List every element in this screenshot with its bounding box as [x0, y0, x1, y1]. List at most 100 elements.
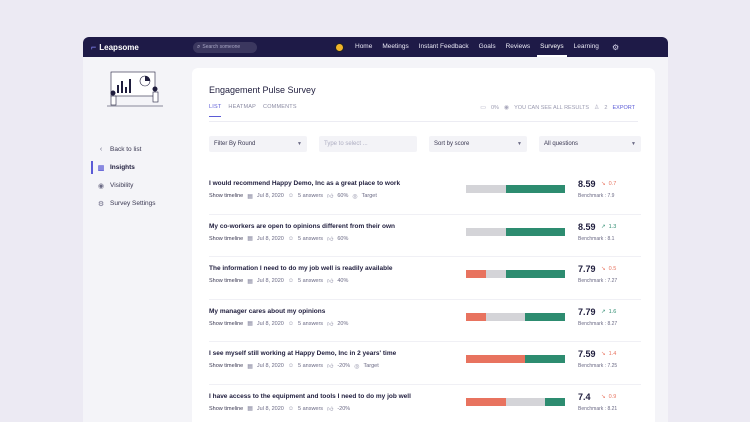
- score-delta: ↘ 0.7: [601, 181, 616, 187]
- nav-home[interactable]: Home: [355, 43, 373, 50]
- survey-date: Jul 8, 2020: [256, 320, 284, 327]
- sidebar-item-back[interactable]: ‹ Back to list: [91, 143, 156, 156]
- question-row[interactable]: I have access to the equipment and tools…: [209, 385, 641, 422]
- nav-learning[interactable]: Learning: [573, 43, 599, 50]
- distribution-bar: [466, 227, 565, 236]
- logo[interactable]: ⌐ Leapsome: [91, 42, 193, 52]
- side-menu: ‹ Back to list ▥ Insights ◉ Visibility ⚙…: [91, 143, 156, 215]
- tab-heatmap[interactable]: HEATMAP: [228, 104, 257, 110]
- question-text[interactable]: I would recommend Happy Demo, Inc as a g…: [209, 180, 401, 187]
- question-text[interactable]: The information I need to do my job well…: [209, 265, 393, 272]
- score: 7.4: [578, 391, 591, 402]
- nav-instant-feedback[interactable]: Instant Feedback: [418, 43, 469, 50]
- eye-icon: ◉: [503, 105, 510, 111]
- neutral-segment: [485, 270, 506, 278]
- question-row[interactable]: The information I need to do my job well…: [209, 257, 641, 300]
- question-text[interactable]: I have access to the equipment and tools…: [209, 392, 411, 400]
- question-meta: Show timeline ▦ Jul 8, 2020 ☺ 5 answers 👍︎ -20…: [209, 362, 379, 370]
- type-select-input[interactable]: Type to select ...: [319, 136, 417, 152]
- questions-select[interactable]: All questions ▼: [539, 136, 641, 152]
- thumbs-up-icon: 👍︎: [327, 279, 334, 285]
- leapsome-logo-icon: ⌐: [91, 42, 97, 52]
- distribution-bar: [466, 355, 565, 363]
- chart-icon: ▥: [97, 164, 105, 172]
- tab-comments[interactable]: COMMENTS: [263, 104, 297, 110]
- question-text[interactable]: I see myself still working at Happy Demo…: [209, 350, 397, 357]
- score: 8.59: [578, 179, 596, 189]
- export-button[interactable]: EXPORT: [612, 104, 635, 111]
- people-icon: ☺: [287, 405, 294, 412]
- participant-count: 2: [604, 104, 608, 111]
- gear-icon: ⚙: [97, 200, 105, 208]
- score-delta: ↗ 1.6: [601, 309, 616, 315]
- show-timeline-link[interactable]: Show timeline: [209, 320, 244, 327]
- question-row[interactable]: My manager cares about my opinions Show t…: [209, 300, 641, 342]
- positive-segment: [505, 185, 565, 193]
- question-text[interactable]: My co-workers are open to opinions diffe…: [209, 222, 395, 230]
- delta-value: 1.3: [608, 223, 617, 230]
- show-timeline-link[interactable]: Show timeline: [209, 235, 244, 242]
- distribution-bar: [466, 185, 565, 193]
- search-box[interactable]: ⌕: [193, 41, 257, 53]
- delta-value: 1.6: [608, 308, 617, 315]
- thumbs-up-icon: 👍︎: [327, 364, 334, 370]
- eye-icon: ◉: [97, 182, 105, 190]
- show-timeline-link[interactable]: Show timeline: [209, 193, 244, 199]
- benchmark: Benchmark : 7.9: [578, 193, 615, 199]
- target-icon: ◎: [352, 193, 358, 200]
- trend-down-icon: ↘: [601, 266, 606, 272]
- search-icon: ⌕: [197, 43, 201, 50]
- question-row[interactable]: I see myself still working at Happy Demo…: [209, 342, 641, 385]
- delta-value: 0.5: [608, 266, 617, 272]
- main-nav: Home Meetings Instant Feedback Goals Rev…: [335, 37, 619, 57]
- page-title: Engagement Pulse Survey: [209, 85, 316, 95]
- score: 7.79: [578, 306, 596, 317]
- sidebar-item-insights[interactable]: ▥ Insights: [91, 161, 156, 174]
- neutral-segment: [505, 397, 546, 406]
- question-list: I would recommend Happy Demo, Inc as a g…: [209, 172, 641, 422]
- search-input[interactable]: [202, 44, 255, 50]
- user-icon: ♙: [594, 105, 600, 111]
- sidebar-item-visibility[interactable]: ◉ Visibility: [91, 179, 156, 192]
- settings-gear-icon[interactable]: ⚙: [611, 42, 620, 52]
- nav-surveys[interactable]: Surveys: [535, 37, 568, 57]
- round-filter-select[interactable]: Filter By Round ▼: [209, 136, 307, 152]
- answer-count: 5 answers: [297, 278, 324, 284]
- people-icon: ☺: [287, 320, 294, 327]
- sort-select[interactable]: Sort by score ▼: [429, 136, 527, 152]
- show-timeline-link[interactable]: Show timeline: [209, 363, 244, 369]
- people-icon: ☺: [287, 363, 294, 369]
- question-meta: Show timeline ▦ Jul 8, 2020 ☺ 5 answers 👍︎ 60%…: [209, 192, 377, 200]
- people-icon: ☺: [287, 193, 294, 199]
- thumbs-up-icon: 👍︎: [327, 406, 334, 413]
- target-label: Target: [363, 363, 379, 369]
- avatar[interactable]: [335, 42, 344, 52]
- negative-segment: [466, 270, 486, 278]
- sidebar-item-survey-settings[interactable]: ⚙ Survey Settings: [91, 197, 156, 210]
- calendar-icon: ▦: [247, 278, 253, 285]
- benchmark: Benchmark : 8.1: [578, 235, 615, 242]
- tab-list[interactable]: LIST: [209, 104, 222, 117]
- question-row[interactable]: My co-workers are open to opinions diffe…: [209, 215, 641, 257]
- positive-segment: [545, 397, 565, 406]
- visibility-text: YOU CAN SEE ALL RESULTS: [514, 104, 590, 111]
- favorability: 60%: [337, 193, 349, 199]
- question-row[interactable]: I would recommend Happy Demo, Inc as a g…: [209, 172, 641, 215]
- show-timeline-link[interactable]: Show timeline: [209, 278, 244, 284]
- question-meta: Show timeline ▦ Jul 8, 2020 ☺ 5 answers 👍︎ 20%: [209, 320, 348, 328]
- negative-segment: [466, 312, 486, 321]
- distribution-bar: [466, 270, 565, 278]
- score-delta: ↗ 1.3: [601, 224, 616, 230]
- nav-goals[interactable]: Goals: [478, 43, 496, 50]
- survey-date: Jul 8, 2020: [256, 405, 284, 412]
- delta-value: 0.7: [608, 181, 617, 187]
- nav-meetings[interactable]: Meetings: [382, 43, 409, 50]
- survey-date: Jul 8, 2020: [256, 363, 284, 369]
- nav-reviews[interactable]: Reviews: [505, 43, 531, 50]
- question-text[interactable]: My manager cares about my opinions: [209, 307, 326, 315]
- people-icon: ☺: [287, 235, 294, 242]
- show-timeline-link[interactable]: Show timeline: [209, 405, 244, 412]
- sidebar-item-label: Survey Settings: [110, 200, 156, 207]
- tab-bar: LIST HEATMAP COMMENTS: [209, 104, 297, 117]
- target-label: Target: [361, 193, 377, 199]
